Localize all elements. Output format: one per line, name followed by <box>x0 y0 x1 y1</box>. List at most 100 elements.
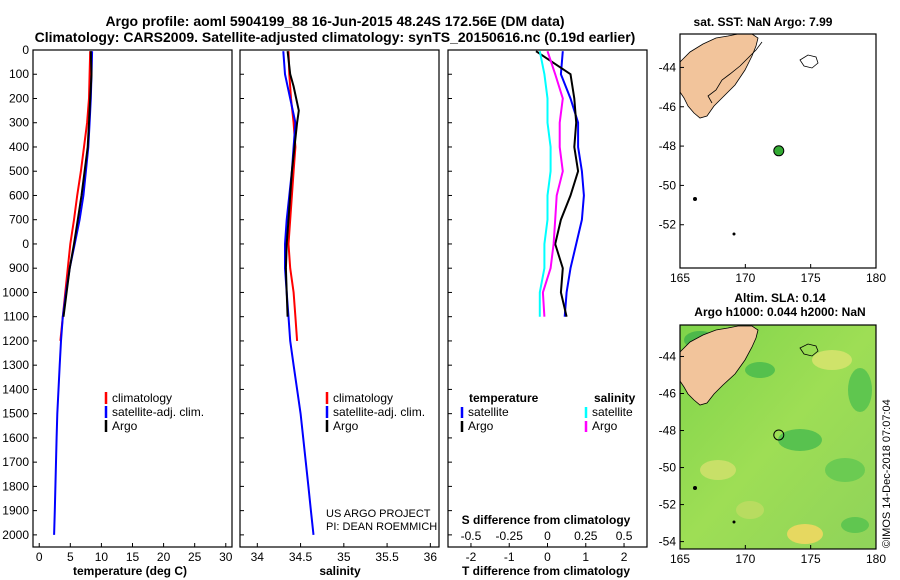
depth-tick-label: 600 <box>9 188 29 202</box>
lat-tick-label: -46 <box>659 100 677 114</box>
legend-temperature-header: temperature <box>469 391 539 405</box>
sst-map-lon-axis: 165 170 175 180 <box>670 264 886 285</box>
legend-t-argo: Argo <box>468 419 494 433</box>
depth-tick-label: 1400 <box>2 382 29 396</box>
depth-tick-label: 1500 <box>2 407 29 421</box>
sla-map: Altim. SLA: 0.14 Argo h1000: 0.044 h2000… <box>659 291 887 566</box>
temperature-curves <box>53 51 94 535</box>
legend-t-satellite: satellite <box>468 405 509 419</box>
sla-low-patch <box>825 458 865 482</box>
temperature-frame <box>32 49 233 548</box>
title-line-2: Climatology: CARS2009. Satellite-adjuste… <box>35 29 636 45</box>
lon-tick-label: 175 <box>801 552 821 566</box>
legend-salinity-header: salinity <box>594 391 636 405</box>
difference-legend: temperature salinity satellite Argo sate… <box>460 391 636 433</box>
lat-tick-label: -48 <box>659 139 677 153</box>
legend-satellite: satellite-adj. clim. <box>333 405 425 419</box>
lat-tick-label: -54 <box>659 535 677 549</box>
depth-axis: 0 100 200 300 400 500 600 700 0 900 1000 1100 1200 13… <box>2 43 37 542</box>
depth-tick-label: 2000 <box>2 528 29 542</box>
temperature-xlabel: temperature (deg C) <box>73 564 187 578</box>
s-difference-label: S difference from climatology <box>462 513 631 527</box>
legend-s-argo: Argo <box>592 419 618 433</box>
sla-map-lat-axis: -44 -46 -48 -50 -52 -54 <box>659 349 684 549</box>
sst-map-land <box>679 33 819 236</box>
x-tick-label: 1 <box>582 550 589 564</box>
depth-tick-label: 1600 <box>2 431 29 445</box>
temperature-legend: climatology satellite-adj. clim. Argo <box>104 391 204 433</box>
depth-tick-label: 1000 <box>2 285 29 299</box>
s-tick-label: -0.25 <box>496 529 524 543</box>
sla-high-patch <box>787 524 823 544</box>
depth-tick-label: 900 <box>9 261 29 275</box>
s-tick-label: 0.25 <box>574 529 598 543</box>
s-tick-label: 0 <box>544 529 551 543</box>
sla-high-patch <box>700 460 736 480</box>
south-island <box>679 325 759 406</box>
sla-map-title-2: Argo h1000: 0.044 h2000: NaN <box>694 305 865 319</box>
x-tick-label: 5 <box>67 550 74 564</box>
argo-location-marker-2 <box>773 429 785 441</box>
salinity-panel: 34 34.5 35 35.5 36 salinity climatology sate… <box>239 49 440 578</box>
depth-tick-label: 0 <box>22 43 29 57</box>
lon-tick-label: 170 <box>735 552 755 566</box>
sla-map-title-1: Altim. SLA: 0.14 <box>734 291 826 305</box>
x-tick-label: 25 <box>188 550 202 564</box>
x-tick-label: 36 <box>424 550 438 564</box>
x-tick-label: 30 <box>219 550 233 564</box>
lat-tick-label: -46 <box>659 386 677 400</box>
sla-low-patch <box>778 429 822 451</box>
campbell-island <box>732 232 736 236</box>
depth-tick-label: 700 <box>9 213 29 227</box>
temperature-x-axis: 0 5 10 15 20 25 30 <box>36 543 233 564</box>
campbell-island <box>732 520 736 524</box>
depth-tick-label: 400 <box>9 140 29 154</box>
lon-tick-label: 170 <box>735 271 755 285</box>
series-temperature-argo <box>535 50 580 317</box>
lat-tick-label: -50 <box>659 461 677 475</box>
sla-map-land <box>679 325 819 524</box>
series-argo <box>284 51 300 317</box>
sst-map: sat. SST: NaN Argo: 7.99 165 170 175 180 -4… <box>659 15 887 285</box>
depth-tick-label: 1700 <box>2 455 29 469</box>
x-tick-label: 35.5 <box>375 550 399 564</box>
sla-high-patch <box>812 350 852 370</box>
depth-tick-label: 200 <box>9 91 29 105</box>
difference-curves <box>535 50 585 317</box>
x-tick-label: 0 <box>544 550 551 564</box>
difference-panel: -2 -1 0 1 2 -0.5 -0.25 0 0.25 0.5 S difference f… <box>447 49 648 578</box>
x-tick-label: 15 <box>126 550 140 564</box>
x-tick-label: 0 <box>36 550 43 564</box>
sla-map-frame <box>679 324 877 550</box>
s-difference-axis: -0.5 -0.25 0 0.25 0.5 <box>461 529 633 543</box>
legend-climatology: climatology <box>112 391 172 405</box>
x-tick-label: 2 <box>621 550 628 564</box>
temperature-panel: 0100200300400500600700090010001100120013… <box>2 43 232 578</box>
legend-argo: Argo <box>112 419 138 433</box>
chatham-outline <box>799 343 819 357</box>
legend-satellite: satellite-adj. clim. <box>112 405 204 419</box>
sst-map-frame <box>679 33 877 269</box>
sla-map-lon-axis: 165 170 175 180 <box>670 545 886 566</box>
salinity-x-axis: 34 34.5 35 35.5 36 <box>240 49 438 564</box>
lat-tick-label: -44 <box>659 60 677 74</box>
pi-annotation: PI: DEAN ROEMMICH <box>326 521 437 533</box>
depth-tick-label: 500 <box>9 164 29 178</box>
depth-tick-label: 300 <box>9 116 29 130</box>
x-tick-label: 34 <box>251 550 265 564</box>
imos-watermark: ©IMOS 14-Dec-2018 07:07:04 <box>881 399 893 548</box>
chatham-outline <box>799 54 819 69</box>
sst-map-lat-axis: -44 -46 -48 -50 -52 <box>659 60 684 232</box>
sla-low-patch <box>841 517 869 533</box>
south-island <box>679 33 759 119</box>
salinity-legend: climatology satellite-adj. clim. Argo <box>325 391 425 433</box>
salinity-xlabel: salinity <box>319 564 361 578</box>
series-satellite-adj-clim- <box>282 51 315 536</box>
lon-tick-label: 180 <box>866 271 886 285</box>
lat-tick-label: -44 <box>659 349 677 363</box>
series-argo <box>62 51 93 317</box>
lon-tick-label: 165 <box>670 552 690 566</box>
lon-tick-label: 175 <box>801 271 821 285</box>
x-tick-label: 10 <box>95 550 109 564</box>
